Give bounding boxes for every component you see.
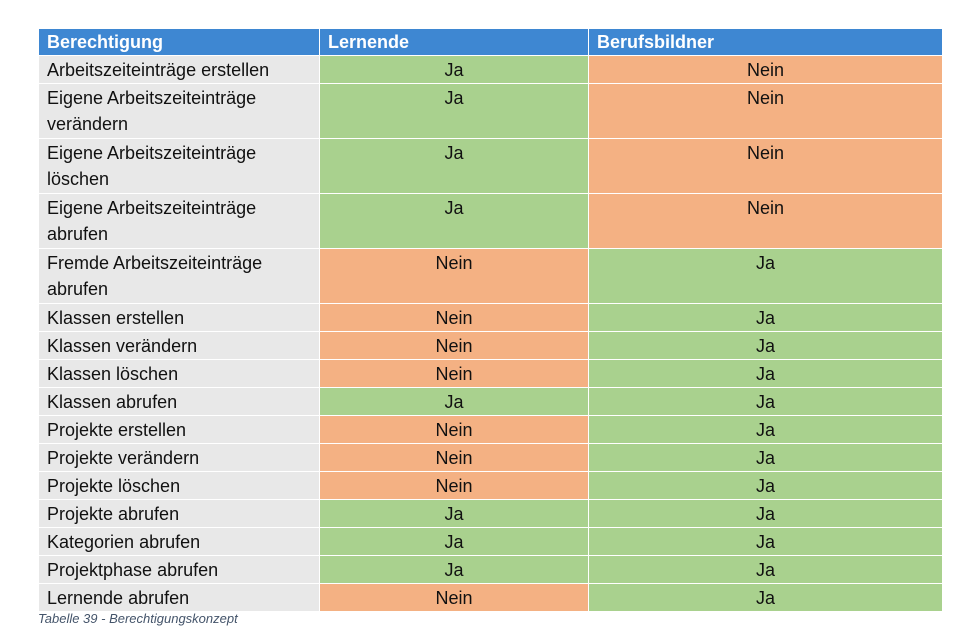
berufsbildner-value: Ja: [588, 583, 943, 612]
lernende-value: Ja: [319, 138, 589, 194]
berufsbildner-value: Nein: [588, 55, 943, 84]
permission-label: Klassen löschen: [38, 359, 320, 388]
permission-label: Projekte löschen: [38, 471, 320, 500]
header-berufsbildner: Berufsbildner: [588, 28, 943, 56]
berufsbildner-value: Ja: [588, 303, 943, 332]
table-row: Projekte löschen Nein Ja: [38, 471, 943, 500]
table-row: Klassen erstellen Nein Ja: [38, 303, 943, 332]
permission-table: Berechtigung Lernende Berufsbildner Arbe…: [38, 28, 943, 612]
table-row: Eigene Arbeitszeiteinträge verändern Ja Ne…: [38, 83, 943, 139]
berufsbildner-value: Ja: [588, 248, 943, 304]
table-body: Arbeitszeiteinträge erstellen Ja Nein Eigen…: [38, 55, 943, 612]
table-row: Klassen verändern Nein Ja: [38, 331, 943, 360]
permission-label: Fremde Arbeitszeiteinträge abrufen: [38, 248, 320, 304]
lernende-value: Nein: [319, 359, 589, 388]
permission-label: Eigene Arbeitszeiteinträge verändern: [38, 83, 320, 139]
lernende-value: Ja: [319, 193, 589, 249]
lernende-value: Ja: [319, 527, 589, 556]
lernende-value: Ja: [319, 387, 589, 416]
berufsbildner-value: Nein: [588, 193, 943, 249]
lernende-value: Nein: [319, 443, 589, 472]
berufsbildner-value: Ja: [588, 443, 943, 472]
lernende-value: Ja: [319, 83, 589, 139]
table-row: Lernende abrufen Nein Ja: [38, 583, 943, 612]
header-lernende: Lernende: [319, 28, 589, 56]
permission-label: Klassen abrufen: [38, 387, 320, 416]
table-header-row: Berechtigung Lernende Berufsbildner: [38, 28, 943, 56]
lernende-value: Nein: [319, 248, 589, 304]
lernende-value: Nein: [319, 303, 589, 332]
table-row: Projekte abrufen Ja Ja: [38, 499, 943, 528]
permission-label: Arbeitszeiteinträge erstellen: [38, 55, 320, 84]
table-row: Eigene Arbeitszeiteinträge löschen Ja Nein: [38, 138, 943, 194]
permission-label: Projekte verändern: [38, 443, 320, 472]
permission-label: Lernende abrufen: [38, 583, 320, 612]
permission-label: Projekte erstellen: [38, 415, 320, 444]
permission-label: Eigene Arbeitszeiteinträge abrufen: [38, 193, 320, 249]
lernende-value: Nein: [319, 583, 589, 612]
header-berechtigung: Berechtigung: [38, 28, 320, 56]
berufsbildner-value: Ja: [588, 415, 943, 444]
lernende-value: Nein: [319, 331, 589, 360]
table-row: Kategorien abrufen Ja Ja: [38, 527, 943, 556]
lernende-value: Ja: [319, 555, 589, 584]
berufsbildner-value: Ja: [588, 359, 943, 388]
berufsbildner-value: Ja: [588, 555, 943, 584]
permission-label: Klassen verändern: [38, 331, 320, 360]
table-caption: Tabelle 39 - Berechtigungskonzept: [38, 611, 238, 626]
table-row: Eigene Arbeitszeiteinträge abrufen Ja Nein: [38, 193, 943, 249]
berufsbildner-value: Ja: [588, 499, 943, 528]
table-row: Projekte erstellen Nein Ja: [38, 415, 943, 444]
table-row: Projekte verändern Nein Ja: [38, 443, 943, 472]
berufsbildner-value: Ja: [588, 387, 943, 416]
table-row: Klassen abrufen Ja Ja: [38, 387, 943, 416]
table-row: Fremde Arbeitszeiteinträge abrufen Nein Ja: [38, 248, 943, 304]
permission-label: Projektphase abrufen: [38, 555, 320, 584]
lernende-value: Nein: [319, 471, 589, 500]
table-row: Klassen löschen Nein Ja: [38, 359, 943, 388]
berufsbildner-value: Ja: [588, 331, 943, 360]
berufsbildner-value: Nein: [588, 138, 943, 194]
permission-label: Kategorien abrufen: [38, 527, 320, 556]
lernende-value: Ja: [319, 55, 589, 84]
berufsbildner-value: Nein: [588, 83, 943, 139]
table-row: Projektphase abrufen Ja Ja: [38, 555, 943, 584]
berufsbildner-value: Ja: [588, 527, 943, 556]
lernende-value: Nein: [319, 415, 589, 444]
table-row: Arbeitszeiteinträge erstellen Ja Nein: [38, 55, 943, 84]
permission-label: Eigene Arbeitszeiteinträge löschen: [38, 138, 320, 194]
berufsbildner-value: Ja: [588, 471, 943, 500]
lernende-value: Ja: [319, 499, 589, 528]
permission-label: Projekte abrufen: [38, 499, 320, 528]
permission-label: Klassen erstellen: [38, 303, 320, 332]
